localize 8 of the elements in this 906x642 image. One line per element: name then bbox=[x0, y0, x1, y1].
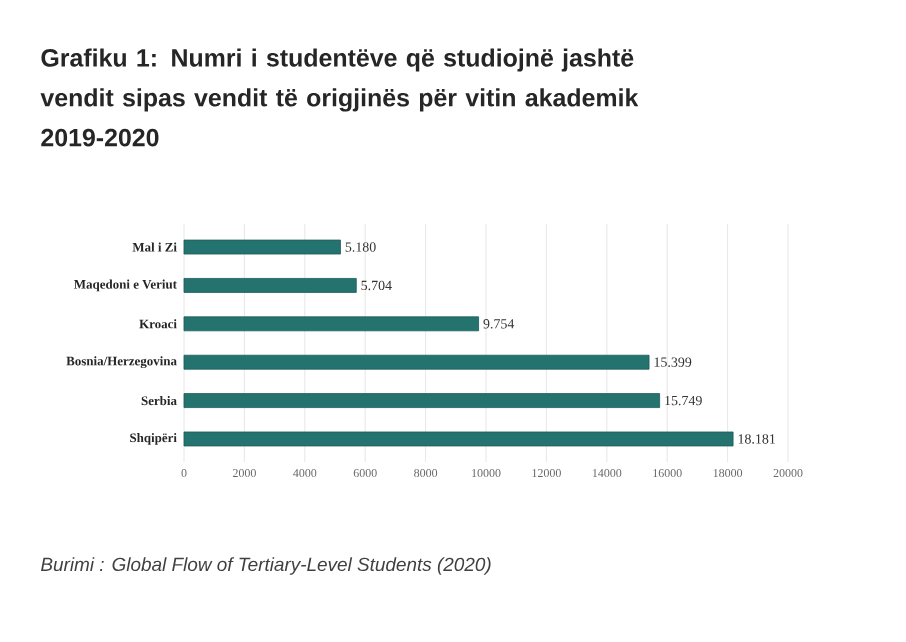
bar bbox=[183, 431, 734, 447]
bar bbox=[183, 316, 479, 332]
bar bbox=[183, 354, 650, 370]
bar bbox=[183, 278, 357, 293]
bar bbox=[183, 393, 661, 408]
chart-title: Grafiku 1: Numri i studentëve që studiojnë jashtë vendit sipas vendit të origjinës për vitin akademik 2019-2020 bbox=[40, 48, 639, 147]
text: Burimi : Global Flow of Tertiary-Level Students (2020) bbox=[41, 557, 491, 575]
bar bbox=[183, 239, 341, 255]
